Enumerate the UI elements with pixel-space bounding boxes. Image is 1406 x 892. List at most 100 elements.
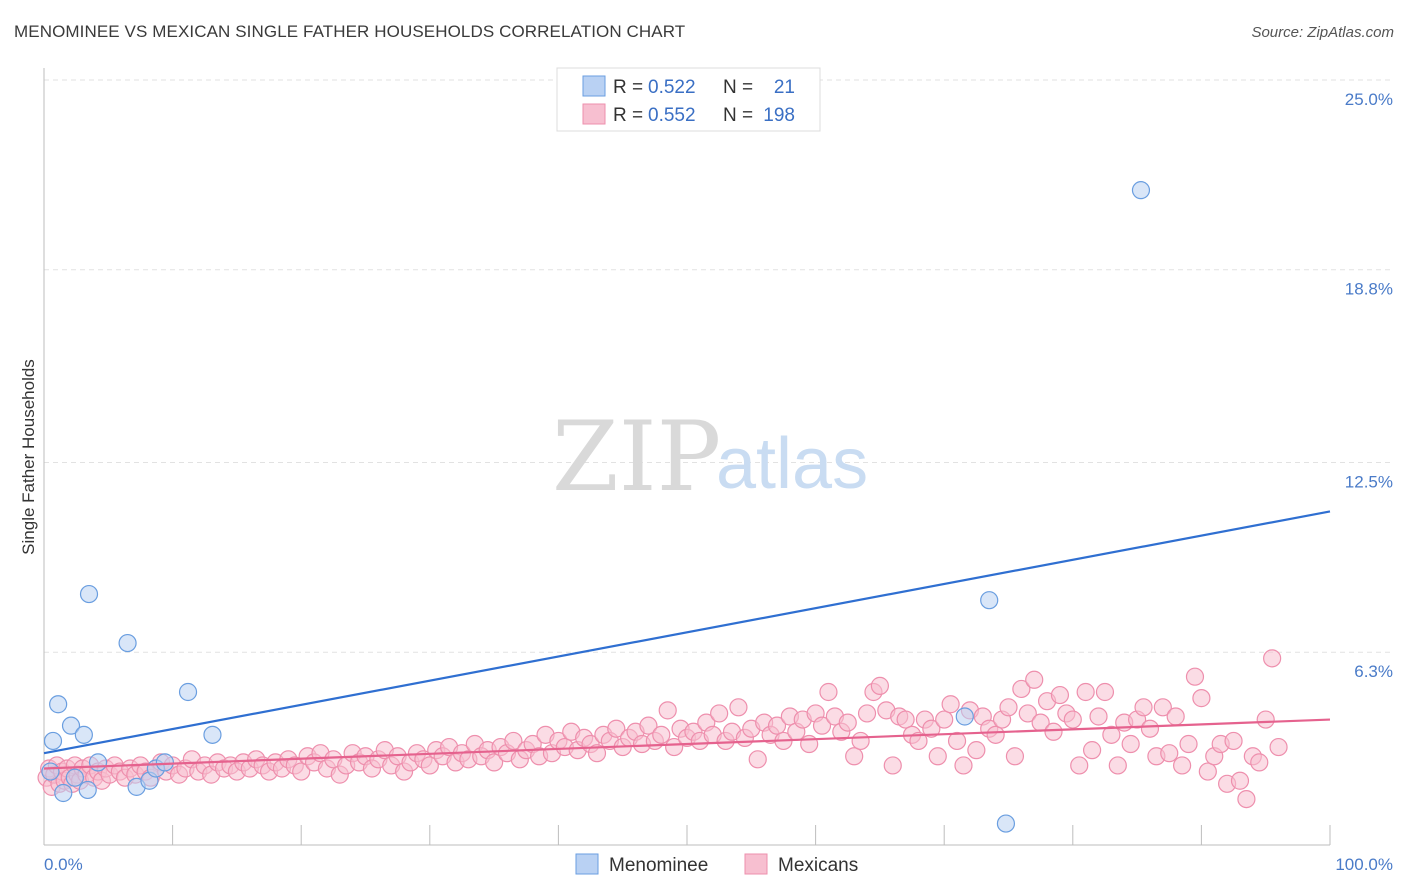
trend-line-mexicans <box>43 718 1331 770</box>
y-axis-label: Single Father Households <box>19 359 38 555</box>
data-point-mexicans <box>1108 756 1127 775</box>
data-point-mexicans <box>1237 789 1256 809</box>
data-point-mexicans <box>928 747 947 766</box>
legend-swatch-menominee <box>582 75 606 97</box>
data-point-mexicans <box>1102 725 1121 744</box>
data-point-mexicans <box>1269 737 1288 757</box>
watermark-atlas-text: atlas <box>716 424 868 504</box>
bottom-legend-swatch-menominee <box>575 853 599 875</box>
data-point-mexicans <box>986 725 1005 744</box>
data-point-mexicans <box>870 676 890 695</box>
data-point-mexicans <box>941 695 960 714</box>
data-point-mexicans <box>1012 679 1031 699</box>
bottom-legend-swatch-mexicans <box>744 853 768 875</box>
data-point-menominee <box>88 753 108 772</box>
data-point-mexicans <box>652 725 671 744</box>
data-point-mexicans <box>967 741 986 760</box>
data-point-mexicans <box>504 731 523 751</box>
trend-layer <box>43 510 1331 770</box>
data-point-mexicans <box>1179 734 1198 754</box>
data-point-menominee <box>54 783 73 803</box>
legend-n-label-mexicans: N = <box>723 105 753 126</box>
y-tick-label: 18.8% <box>1345 280 1393 299</box>
data-point-menominee <box>74 725 93 744</box>
data-point-menominee <box>49 695 68 714</box>
data-point-mexicans <box>1230 771 1250 790</box>
data-point-mexicans <box>1044 722 1063 741</box>
data-point-menominee <box>203 725 222 744</box>
data-point-mexicans <box>896 710 915 729</box>
bottom-legend-label-menominee: Menominee <box>609 855 708 876</box>
top-legend: R = 0.522 N = 21 R = 0.552 N = 198 <box>556 67 821 132</box>
data-point-menominee <box>43 731 63 751</box>
data-point-mexicans <box>1173 756 1192 775</box>
y-tick-label: 25.0% <box>1345 90 1393 109</box>
data-point-mexicans <box>851 731 870 751</box>
data-point-mexicans <box>485 753 504 772</box>
data-point-mexicans <box>1224 731 1243 751</box>
data-point-mexicans <box>819 682 838 702</box>
watermark-zip-text: ZIP <box>552 401 721 513</box>
data-point-mexicans <box>935 710 954 729</box>
data-point-menominee <box>1131 181 1151 200</box>
data-point-mexicans <box>1134 698 1153 717</box>
data-point-mexicans <box>1076 682 1095 702</box>
data-point-menominee <box>996 814 1016 833</box>
data-point-mexicans <box>1263 649 1282 668</box>
data-point-mexicans <box>1185 667 1205 686</box>
data-point-menominee <box>61 716 81 735</box>
data-point-mexicans <box>292 762 311 781</box>
data-point-mexicans <box>1018 704 1037 723</box>
y-tick-label: 12.5% <box>1345 473 1393 492</box>
data-point-menominee <box>78 780 97 800</box>
axis-layer <box>43 68 1331 846</box>
data-point-mexicans <box>1166 707 1185 726</box>
data-point-mexicans <box>1153 698 1172 717</box>
legend-r-value-menominee: 0.522 <box>648 77 696 98</box>
data-point-mexicans <box>1121 734 1140 754</box>
data-point-mexicans <box>658 701 677 720</box>
data-point-mexicans <box>1160 744 1179 763</box>
data-point-mexicans <box>607 719 626 738</box>
data-point-mexicans <box>1256 710 1275 729</box>
legend-r-value-mexicans: 0.552 <box>648 105 696 126</box>
x-tick-label: 100.0% <box>1335 855 1393 874</box>
data-point-mexicans <box>1070 756 1089 775</box>
legend-n-value-mexicans: 198 <box>763 105 795 126</box>
data-point-menominee <box>980 591 999 610</box>
legend-n-label-menominee: N = <box>723 77 753 98</box>
data-point-mexicans <box>838 713 857 732</box>
data-point-mexicans <box>420 756 439 775</box>
data-point-mexicans <box>845 747 864 766</box>
bottom-legend-label-mexicans: Mexicans <box>778 855 858 876</box>
chart-title: MENOMINEE VS MEXICAN SINGLE FATHER HOUSE… <box>14 22 686 41</box>
data-point-mexicans <box>999 698 1018 717</box>
data-point-mexicans <box>665 737 684 757</box>
legend-r-label-mexicans: R = <box>613 105 643 126</box>
watermark: ZIP atlas <box>552 401 868 513</box>
tick-label-layer: 6.3% 12.5% 18.8% 25.0% 0.0% 100.0% <box>44 90 1393 874</box>
data-point-menominee <box>118 633 137 653</box>
data-point-mexicans <box>1192 689 1211 708</box>
data-point-mexicans <box>947 731 967 751</box>
legend-swatch-mexicans <box>582 103 606 125</box>
data-point-menominee <box>41 762 60 781</box>
data-point-mexicans <box>1063 710 1082 729</box>
data-point-menominee <box>79 584 99 604</box>
data-point-mexicans <box>710 704 729 723</box>
chart-source: Source: ZipAtlas.com <box>1251 24 1394 41</box>
legend-n-value-menominee: 21 <box>774 77 795 98</box>
data-point-mexicans <box>909 731 928 751</box>
data-point-mexicans <box>1198 762 1217 781</box>
bottom-legend: Menominee Mexicans <box>575 853 858 876</box>
data-point-mexicans <box>1250 753 1269 772</box>
data-point-mexicans <box>812 716 832 735</box>
data-point-mexicans <box>1050 685 1070 705</box>
data-point-mexicans <box>639 716 658 735</box>
data-point-mexicans <box>1140 719 1160 738</box>
data-point-mexicans <box>922 719 941 738</box>
data-point-menominee <box>178 682 198 702</box>
data-point-mexicans <box>748 750 767 769</box>
data-point-mexicans <box>1082 741 1102 760</box>
